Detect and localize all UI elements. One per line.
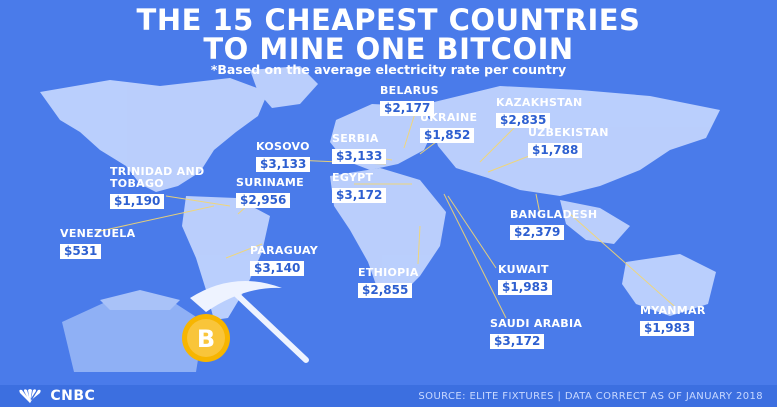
country-label-uzbekistan: UZBEKISTAN $1,788 [528, 127, 609, 158]
page-subtitle: *Based on the average electricity rate p… [210, 62, 567, 77]
country-price: $2,855 [358, 283, 413, 298]
country-name: PARAGUAY [250, 244, 318, 257]
north-america-landmass [40, 78, 268, 192]
country-label-paraguay: PARAGUAY $3,140 [250, 245, 318, 276]
country-price: $1,852 [420, 128, 475, 143]
country-price: $3,172 [490, 334, 545, 349]
country-name: VENEZUELA [60, 227, 136, 240]
country-name: MYANMAR [640, 304, 706, 317]
country-name: BELARUS [380, 84, 439, 97]
country-label-egypt: EGYPT $3,172 [332, 171, 387, 203]
page-title: THE 15 CHEAPEST COUNTRIES TO MINE ONE BI… [0, 6, 777, 64]
country-name: UKRAINE [420, 111, 478, 124]
cnbc-peacock-icon [19, 389, 41, 403]
country-name: BANGLADESH [510, 208, 598, 221]
country-price: $1,983 [498, 280, 553, 295]
country-label-serbia: SERBIA $3,133 [332, 132, 387, 164]
mine-cart-illustration [62, 290, 204, 372]
country-label-trinidad-and-tobago: TRINIDAD AND TOBAGO $1,190 [110, 166, 204, 209]
country-price: $1,983 [640, 321, 695, 336]
country-label-kuwait: KUWAIT $1,983 [498, 263, 553, 295]
southeast-asia-landmass [560, 200, 630, 244]
country-price: $2,835 [496, 113, 551, 128]
country-label-ethiopia: ETHIOPIA $2,855 [358, 267, 419, 298]
country-name: EGYPT [332, 171, 374, 184]
cnbc-logo: CNBC [18, 388, 95, 404]
australia-landmass [622, 254, 716, 316]
svg-text:B: B [197, 325, 215, 353]
bitcoin-icon: B [182, 314, 230, 362]
country-label-myanmar: MYANMAR $1,983 [640, 305, 706, 336]
country-price: $3,140 [250, 261, 305, 276]
country-label-belarus: BELARUS $2,177 [380, 85, 439, 116]
country-name: KUWAIT [498, 263, 549, 276]
country-name: SAUDI ARABIA [490, 317, 583, 330]
country-price: $3,133 [332, 149, 387, 164]
country-price: $2,379 [510, 225, 565, 240]
country-price: $2,956 [236, 193, 291, 208]
country-name: KOSOVO [256, 140, 310, 153]
country-name: ETHIOPIA [358, 266, 419, 279]
country-price: $3,133 [256, 157, 311, 172]
pickaxe-icon [190, 280, 309, 363]
title-line: THE 15 CHEAPEST COUNTRIES TO MINE ONE BI… [136, 3, 641, 66]
country-label-venezuela: VENEZUELA $531 [60, 228, 135, 259]
country-name: SERBIA [332, 132, 379, 145]
brand-name: CNBC [50, 388, 96, 404]
country-name: KAZAKHSTAN [496, 96, 583, 109]
country-price: $531 [60, 244, 102, 259]
source-note: SOURCE: ELITE FIXTURES | DATA CORRECT AS… [418, 391, 763, 402]
country-label-kazakhstan: KAZAKHSTAN $2,835 [496, 97, 583, 128]
country-name: SURINAME [236, 176, 304, 189]
country-label-bangladesh: BANGLADESH $2,379 [510, 209, 597, 240]
country-price: $1,190 [110, 194, 165, 209]
country-price: $2,177 [380, 101, 435, 116]
country-price: $1,788 [528, 143, 583, 158]
country-label-suriname: SURINAME $2,956 [236, 177, 304, 208]
footer-bar [0, 385, 777, 407]
country-label-saudi-arabia: SAUDI ARABIA $3,172 [490, 318, 582, 349]
country-name: TRINIDAD AND TOBAGO [110, 165, 205, 190]
country-name: UZBEKISTAN [528, 126, 609, 139]
country-price: $3,172 [332, 188, 387, 203]
country-label-kosovo: KOSOVO $3,133 [256, 140, 311, 172]
country-label-ukraine: UKRAINE $1,852 [420, 112, 477, 143]
greenland-landmass [250, 66, 318, 108]
